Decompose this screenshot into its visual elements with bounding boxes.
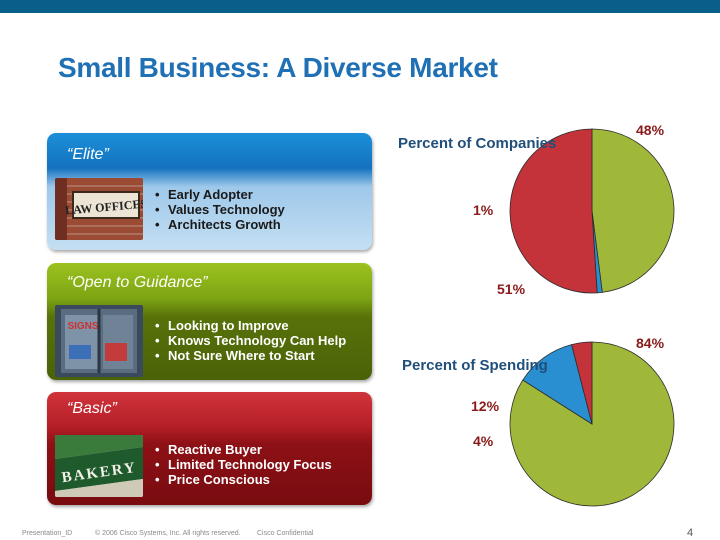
pie-slice-basic	[571, 341, 593, 425]
pie-label-12: 12%	[471, 398, 500, 414]
signs-text: SIGNS	[67, 321, 98, 332]
spending-pie-chart	[509, 341, 675, 507]
segment-title: “Elite”	[67, 146, 109, 163]
bullet-item: Knows Technology Can Help	[155, 333, 346, 348]
bullet-item: Looking to Improve	[155, 318, 346, 333]
segment-bullets: Early Adopter Values Technology Architec…	[155, 187, 285, 232]
companies-chart-title: Percent of Companies	[398, 135, 557, 152]
spending-chart-title: Percent of Spending	[402, 357, 548, 374]
pie-slice-basic	[509, 128, 598, 294]
segment-bullets: Reactive Buyer Limited Technology Focus …	[155, 442, 332, 487]
pie-label-48: 48%	[636, 122, 665, 138]
top-bar	[0, 0, 720, 13]
segment-title: “Open to Guidance”	[67, 274, 208, 291]
segment-panel-elite: “Elite” LAW OFFICES Early Adopter Values…	[47, 133, 372, 250]
footer-confidential: Cisco Confidential	[257, 530, 314, 537]
segment-bullets: Looking to Improve Knows Technology Can …	[155, 318, 346, 363]
signs-shop-photo: SIGNS	[55, 305, 143, 377]
footer-copyright: © 2006 Cisco Systems, Inc. All rights re…	[95, 530, 241, 537]
pie-label-84: 84%	[636, 335, 665, 351]
bullet-item: Architects Growth	[155, 217, 285, 232]
bullet-item: Limited Technology Focus	[155, 457, 332, 472]
bullet-item: Values Technology	[155, 202, 285, 217]
bakery-photo: BAKERY	[55, 435, 143, 497]
pie-slice-elite	[522, 344, 593, 425]
bullet-item: Reactive Buyer	[155, 442, 332, 457]
bullet-item: Price Conscious	[155, 472, 332, 487]
page-number: 4	[687, 527, 694, 539]
bullet-item: Not Sure Where to Start	[155, 348, 346, 363]
companies-pie-chart	[509, 128, 675, 294]
segment-panel-basic: “Basic” BAKERY Reactive Buyer Limited Te…	[47, 392, 372, 505]
segment-title: “Basic”	[67, 400, 117, 417]
law-offices-sign-text: LAW OFFICES	[65, 196, 143, 217]
law-offices-photo: LAW OFFICES	[55, 178, 143, 240]
segment-panel-open-to-guidance: “Open to Guidance” SIGNS Looking to Impr…	[47, 263, 372, 380]
footer-presentation-id: Presentation_ID	[22, 530, 73, 537]
pie-label-51: 51%	[497, 281, 526, 297]
pie-label-1: 1%	[473, 202, 494, 218]
pie-label-4: 4%	[473, 433, 494, 449]
pie-slice-open-to-guidance	[509, 341, 675, 507]
slide-title: Small Business: A Diverse Market	[58, 52, 498, 83]
bullet-item: Early Adopter	[155, 187, 285, 202]
pie-slice-open-to-guidance	[591, 128, 675, 293]
